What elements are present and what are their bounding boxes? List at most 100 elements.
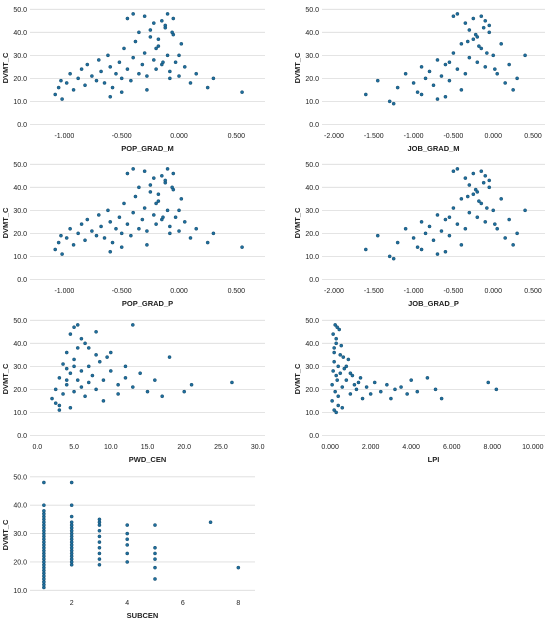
data-point bbox=[447, 78, 452, 83]
data-point bbox=[154, 67, 158, 71]
data-point bbox=[179, 197, 184, 201]
data-point bbox=[483, 65, 488, 69]
data-point bbox=[455, 67, 460, 71]
y-tick-label: 40.0 bbox=[13, 185, 27, 192]
data-point bbox=[431, 83, 436, 88]
y-tick-label: 50.0 bbox=[305, 162, 319, 169]
data-point bbox=[125, 523, 130, 527]
data-point bbox=[90, 373, 95, 378]
data-point bbox=[108, 220, 113, 224]
data-point bbox=[68, 405, 73, 410]
data-point bbox=[140, 62, 145, 67]
data-point bbox=[447, 233, 452, 238]
data-point bbox=[76, 76, 80, 81]
data-point bbox=[138, 371, 142, 376]
data-point bbox=[236, 565, 241, 570]
data-point bbox=[117, 215, 122, 220]
x-tick-label: 4 bbox=[125, 600, 129, 607]
data-point bbox=[493, 222, 497, 226]
data-point bbox=[142, 169, 147, 174]
data-point bbox=[148, 183, 153, 187]
data-point bbox=[97, 540, 102, 544]
data-point bbox=[156, 199, 161, 203]
data-point bbox=[64, 378, 69, 382]
data-point bbox=[137, 71, 141, 76]
data-point bbox=[165, 208, 170, 213]
data-point bbox=[177, 208, 181, 213]
data-point bbox=[152, 58, 156, 62]
data-point bbox=[427, 224, 432, 229]
data-point bbox=[503, 236, 507, 240]
data-point bbox=[493, 67, 497, 71]
data-point bbox=[485, 206, 489, 210]
x-tick-label: 6 bbox=[181, 600, 185, 607]
data-point bbox=[188, 236, 193, 240]
data-point bbox=[423, 231, 428, 236]
x-tick-label: 8 bbox=[236, 600, 240, 607]
data-point bbox=[479, 169, 484, 174]
y-tick-label: 20.0 bbox=[305, 231, 319, 238]
data-point bbox=[60, 97, 64, 101]
data-point bbox=[473, 32, 478, 37]
x-tick-label: 10.000 bbox=[522, 444, 544, 451]
y-tick-label: 40.0 bbox=[13, 30, 27, 37]
x-tick-label: 0.000 bbox=[484, 288, 502, 295]
data-point bbox=[99, 69, 103, 74]
data-point bbox=[53, 247, 58, 252]
data-point bbox=[491, 208, 496, 213]
y-tick-label: 0.0 bbox=[309, 122, 319, 129]
x-tick-label: -0.500 bbox=[443, 288, 463, 295]
x-tick-label: 0.0 bbox=[32, 444, 42, 451]
data-point bbox=[156, 44, 161, 48]
data-point bbox=[148, 190, 153, 194]
data-point bbox=[148, 35, 153, 39]
data-point bbox=[389, 396, 393, 401]
data-point bbox=[333, 323, 337, 327]
data-point bbox=[145, 243, 149, 247]
data-point bbox=[165, 12, 170, 16]
data-point bbox=[340, 385, 345, 389]
data-point bbox=[170, 30, 174, 35]
y-tick-label: 30.0 bbox=[13, 531, 27, 538]
data-point bbox=[344, 364, 349, 369]
data-point bbox=[79, 385, 84, 389]
data-point bbox=[42, 509, 46, 513]
data-point bbox=[485, 51, 489, 55]
data-point bbox=[125, 531, 130, 536]
data-point bbox=[423, 76, 428, 81]
y-tick-label: 40.0 bbox=[305, 185, 319, 192]
x-tick-label: -1.000 bbox=[404, 133, 424, 140]
data-point bbox=[96, 58, 101, 62]
data-point bbox=[110, 85, 115, 90]
data-point bbox=[459, 243, 464, 247]
data-point bbox=[145, 229, 149, 233]
data-point bbox=[97, 562, 102, 567]
data-point bbox=[487, 30, 492, 35]
data-point bbox=[443, 249, 448, 254]
data-point bbox=[465, 39, 470, 44]
data-point bbox=[479, 14, 484, 19]
data-point bbox=[483, 220, 488, 224]
data-point bbox=[431, 238, 436, 243]
y-tick-label: 50.0 bbox=[13, 474, 27, 481]
data-point bbox=[495, 226, 500, 231]
data-point bbox=[131, 55, 135, 60]
data-point bbox=[69, 480, 74, 485]
data-point bbox=[94, 387, 98, 392]
data-point bbox=[411, 236, 416, 240]
data-point bbox=[515, 76, 519, 81]
data-point bbox=[53, 401, 58, 405]
data-point bbox=[467, 55, 472, 60]
data-point bbox=[360, 396, 365, 401]
data-point bbox=[447, 215, 452, 220]
scatter-panel-2: 0.0 10.0 20.0 30.0 40.0 50.0 -2.000 -1.500 -1.00… bbox=[293, 7, 545, 153]
data-point bbox=[477, 44, 481, 48]
data-point bbox=[486, 380, 491, 385]
data-point bbox=[131, 167, 135, 171]
data-point bbox=[50, 396, 54, 401]
x-axis-label: LPI bbox=[428, 455, 440, 464]
data-point bbox=[119, 90, 124, 94]
data-point bbox=[72, 364, 76, 369]
data-point bbox=[403, 71, 408, 76]
y-tick-label: 30.0 bbox=[13, 208, 27, 215]
